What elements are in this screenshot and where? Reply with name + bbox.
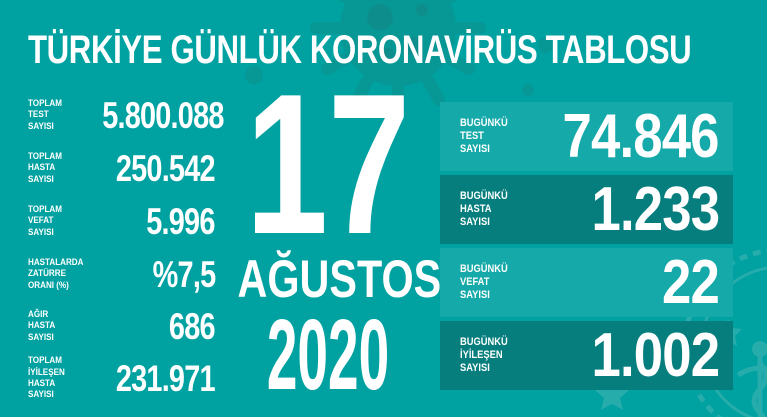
date-year: 2020 [266,299,390,411]
stat-label: TOPLAM HASTA SAYISI [28,150,62,185]
daily-box-value: 22 [662,247,720,317]
stat-label: TOPLAM VEFAT SAYISI [28,203,62,238]
daily-column: BUGÜNKÜ TEST SAYISI 74.846 BUGÜNKÜ HASTA… [440,102,733,390]
stat-label: TOPLAM TEST SAYISI [28,97,62,132]
stat-row-total-test: TOPLAM TEST SAYISI 5.800.088 [28,89,224,141]
daily-box-value: 1.002 [591,320,719,390]
date-day: 17 [245,53,411,276]
date-block: 17 AĞUSTOS 2020 [212,0,444,417]
stat-value: 231.971 [116,357,216,399]
daily-box-recovered: BUGÜNKÜ İYİLEŞEN SAYISI 1.002 [440,321,733,390]
stat-value: 250.542 [116,147,216,189]
daily-box-deaths: BUGÜNKÜ VEFAT SAYISI 22 [440,248,733,317]
stat-label: HASTALARDA ZATÜRRE ORANI (%) [28,256,84,291]
stat-row-total-cases: TOPLAM HASTA SAYISI 250.542 [28,142,216,194]
date-month: AĞUSTOS [237,250,442,309]
daily-box-label: BUGÜNKÜ İYİLEŞEN SAYISI [460,335,508,375]
stat-row-pneumonia-rate: HASTALARDA ZATÜRRE ORANI (%) %7,5 [28,248,216,300]
daily-box-value: 74.846 [562,101,720,171]
stat-row-critical-patients: AĞIR HASTA SAYISI 686 [28,300,216,352]
stat-label: AĞIR HASTA SAYISI [28,308,56,343]
stat-row-total-deaths: TOPLAM VEFAT SAYISI 5.996 [28,195,216,247]
daily-box-label: BUGÜNKÜ HASTA SAYISI [460,189,508,229]
stat-value: %7,5 [152,253,215,295]
daily-box-value: 1.233 [591,174,719,244]
stat-value: 686 [169,305,216,347]
stat-value: 5.996 [146,200,216,242]
daily-box-label: BUGÜNKÜ TEST SAYISI [460,116,508,156]
stat-row-total-recovered: TOPLAM İYİLEŞEN HASTA SAYISI 231.971 [28,352,216,404]
stat-label: TOPLAM İYİLEŞEN HASTA SAYISI [28,355,65,401]
daily-box-test: BUGÜNKÜ TEST SAYISI 74.846 [440,102,733,171]
totals-column: TOPLAM TEST SAYISI 5.800.088 TOPLAM HAST… [28,0,224,417]
page-title: TÜRKİYE GÜNLÜK KORONAVİRÜS TABLOSU [28,28,692,72]
daily-box-cases: BUGÜNKÜ HASTA SAYISI 1.233 [440,175,733,244]
daily-box-label: BUGÜNKÜ VEFAT SAYISI [460,262,508,302]
stat-value: 5.800.088 [102,94,224,136]
